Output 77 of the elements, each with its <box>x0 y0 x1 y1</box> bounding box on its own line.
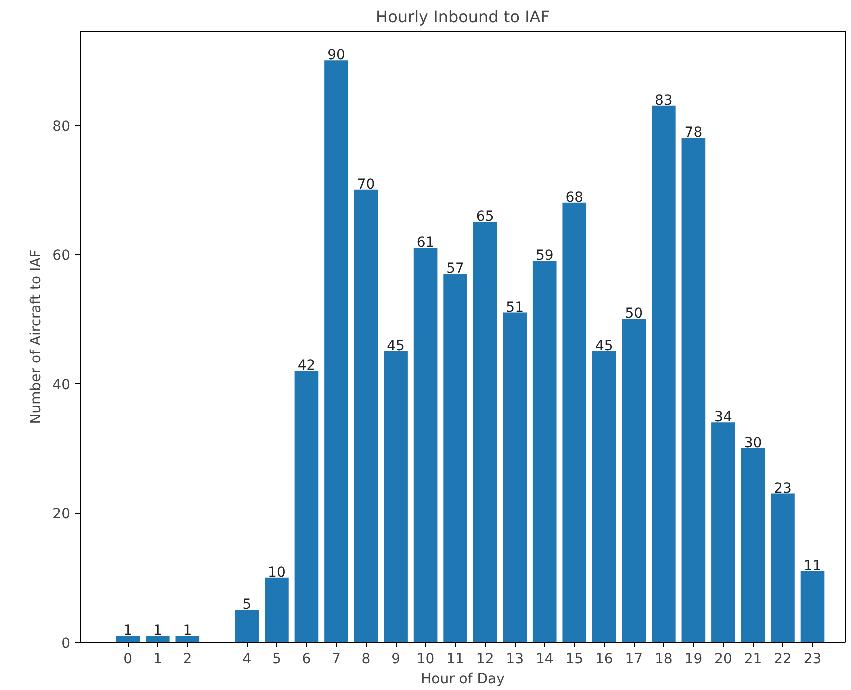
x-tick-label: 15 <box>566 652 584 668</box>
bar <box>503 312 527 642</box>
bar <box>354 190 378 642</box>
data-label: 1 <box>153 623 162 640</box>
bar <box>294 370 319 642</box>
bar <box>235 610 260 642</box>
y-tick-label: 20 <box>52 506 71 523</box>
bar <box>712 422 736 642</box>
data-label: 65 <box>476 209 494 226</box>
y-tick-label: 40 <box>52 377 71 394</box>
x-tick-label: 5 <box>272 652 282 668</box>
bar <box>414 248 438 642</box>
x-tick-label: 21 <box>744 652 762 668</box>
x-tick-label: 11 <box>446 652 464 668</box>
x-tick-label: 16 <box>595 652 614 668</box>
data-label: 51 <box>506 300 524 316</box>
y-tick-label: 0 <box>62 636 71 652</box>
data-label: 1 <box>183 623 192 640</box>
bar <box>771 494 795 642</box>
data-label: 78 <box>684 125 703 142</box>
data-label: 83 <box>655 92 673 109</box>
bar <box>324 60 348 642</box>
x-tick-label: 22 <box>774 652 792 668</box>
x-tick-label: 18 <box>655 652 673 668</box>
x-tick-label: 0 <box>124 652 133 668</box>
bar <box>116 636 140 642</box>
bar <box>800 571 825 642</box>
data-label: 23 <box>774 480 792 497</box>
data-label: 45 <box>387 338 405 355</box>
x-tick-label: 9 <box>392 652 400 668</box>
x-tick-label: 14 <box>536 652 554 668</box>
bar <box>473 222 498 642</box>
data-label: 11 <box>804 558 822 574</box>
bar <box>384 352 408 642</box>
data-label: 50 <box>625 306 644 322</box>
y-tick-label: 60 <box>52 248 71 264</box>
data-label: 70 <box>357 176 376 193</box>
x-tick-label: 8 <box>362 652 371 668</box>
data-label: 45 <box>595 338 614 355</box>
bar <box>146 636 170 642</box>
data-label: 34 <box>714 410 732 426</box>
x-tick-label: 10 <box>416 652 435 668</box>
x-axis-title: Hour of Day <box>421 672 505 688</box>
bar <box>622 319 646 642</box>
data-label: 5 <box>242 597 252 614</box>
y-tick-label: 80 <box>52 118 71 135</box>
chart-title: Hourly Inbound to IAF <box>376 8 550 26</box>
x-tick-label: 4 <box>242 652 252 668</box>
data-label: 42 <box>298 358 316 374</box>
bar <box>682 138 706 642</box>
data-label: 59 <box>536 248 554 264</box>
x-tick-label: 19 <box>684 652 703 668</box>
x-tick-label: 1 <box>153 652 162 668</box>
data-label: 10 <box>268 564 286 581</box>
data-label: 30 <box>744 436 762 452</box>
bar <box>532 261 557 642</box>
data-label: 90 <box>328 48 346 64</box>
x-tick-label: 7 <box>332 652 341 668</box>
bar <box>444 274 468 642</box>
data-label: 61 <box>416 235 435 252</box>
bar <box>176 636 200 642</box>
x-tick-label: 17 <box>625 652 644 668</box>
bar <box>741 448 766 642</box>
x-tick-label: 23 <box>804 652 822 668</box>
x-tick-label: 12 <box>476 652 494 668</box>
data-label: 57 <box>446 260 464 277</box>
x-tick-label: 6 <box>302 652 312 668</box>
data-label: 1 <box>124 623 133 640</box>
x-tick-label: 20 <box>714 652 732 668</box>
y-axis-title: Number of Aircraft to IAF <box>28 250 45 424</box>
bar <box>652 106 676 642</box>
bar <box>562 202 587 642</box>
data-label: 68 <box>566 190 584 206</box>
x-tick-label: 2 <box>183 652 192 668</box>
bar <box>592 352 616 642</box>
x-tick-label: 13 <box>506 652 524 668</box>
bar <box>265 578 289 642</box>
